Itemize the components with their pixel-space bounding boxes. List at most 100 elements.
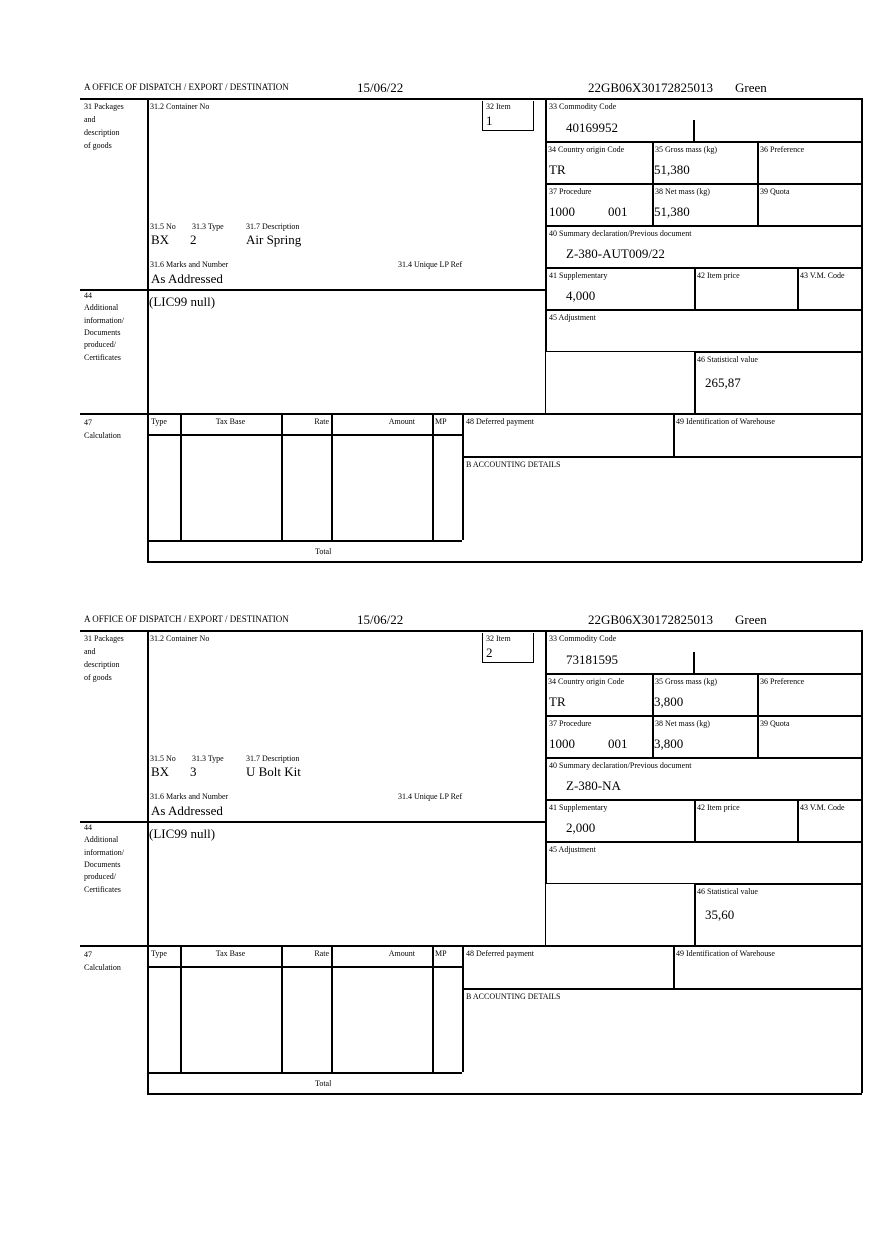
- supplementary-units: 4,000: [566, 288, 596, 303]
- status: Green: [735, 612, 767, 627]
- calculation-label: 47: [84, 950, 92, 959]
- procedure-code: 1000: [549, 204, 575, 219]
- right-panel-rule: [545, 799, 862, 801]
- status: Green: [735, 80, 767, 95]
- total-label: Total: [315, 1079, 332, 1088]
- additional-info-value: (LIC99 null): [149, 826, 216, 841]
- additional-info-label: Documents: [84, 327, 121, 337]
- summary-declaration-label: 40 Summary declaration/Previous document: [549, 229, 692, 238]
- no-label: 31.5 No: [150, 754, 176, 763]
- net-mass: 3,800: [654, 736, 684, 751]
- calc-right-rule: [462, 945, 464, 1072]
- quota-label: 39 Quota: [760, 187, 790, 196]
- calc-header-rule: [147, 966, 462, 968]
- packages-label: description: [84, 128, 120, 137]
- summary-declaration: Z-380-NA: [566, 778, 621, 793]
- right-panel-rule: [545, 225, 862, 227]
- additional-info-label: produced/: [84, 872, 116, 882]
- preference-label: 36 Preference: [760, 677, 805, 686]
- packages-label: and: [84, 647, 96, 656]
- packages-label: of goods: [84, 141, 112, 150]
- right-panel-rule: [545, 757, 862, 759]
- procedure-code: 1000: [549, 736, 575, 751]
- procedure-additional-code: 001: [608, 736, 628, 751]
- vm-code-label: 43 V.M. Code: [800, 803, 845, 812]
- commodity-divider: [693, 120, 695, 141]
- package-type: 3: [190, 764, 197, 779]
- rule-46: [694, 351, 862, 353]
- date: 15/06/22: [357, 80, 404, 95]
- country-origin: TR: [549, 694, 566, 709]
- country-origin: TR: [549, 162, 566, 177]
- rule-45-dotted: [545, 883, 694, 884]
- accounting-rule: [462, 988, 862, 990]
- goods-description: U Bolt Kit: [246, 764, 301, 779]
- deferred-payment-label: 48 Deferred payment: [466, 417, 534, 426]
- item-number: 1: [486, 113, 493, 128]
- description-label: 31.7 Description: [246, 754, 300, 763]
- unique-lp-label: 31.4 Unique LP Ref: [398, 260, 463, 269]
- procedure-label: 37 Procedure: [549, 719, 592, 728]
- commodity-code-label: 33 Commodity Code: [549, 634, 617, 643]
- net-mass-label: 38 Net mass (kg): [655, 719, 710, 728]
- summary-declaration-label: 40 Summary declaration/Previous document: [549, 761, 692, 770]
- calc-header-rule: [147, 434, 462, 436]
- packages-label: description: [84, 660, 120, 669]
- warehouse-rule: [673, 413, 675, 456]
- right-panel-rule: [545, 715, 862, 717]
- supplementary-units: 2,000: [566, 820, 596, 835]
- bottom-rule: [147, 1093, 862, 1095]
- rule-46: [694, 883, 862, 885]
- gross-mass-label: 35 Gross mass (kg): [655, 145, 717, 154]
- middle-dotted-rule: [545, 351, 546, 413]
- calc-column-rule: [180, 413, 182, 540]
- top-rule: [80, 98, 862, 100]
- left-frame-rule: [147, 98, 149, 561]
- middle-dotted-rule: [545, 883, 546, 945]
- reference-number: 22GB06X30172825013: [588, 612, 713, 627]
- right-panel-rule: [545, 183, 862, 185]
- commodity-code: 40169952: [566, 120, 618, 135]
- calc-column-header: Tax Base: [215, 949, 246, 958]
- declaration-form-item-1: A OFFICE OF DISPATCH / EXPORT / DESTINAT…: [0, 80, 882, 563]
- calc-column-header: Type: [151, 417, 167, 426]
- right-frame-rule: [861, 630, 863, 1093]
- no-label: 31.5 No: [150, 222, 176, 231]
- packages-label: 31 Packages: [84, 634, 124, 643]
- right-frame-rule: [861, 98, 863, 561]
- additional-info-label: information/: [84, 847, 124, 857]
- right-panel-rule: [545, 309, 862, 311]
- rule-46-left: [694, 883, 696, 945]
- right-panel-rule: [545, 267, 862, 269]
- type-label: 31.3 Type: [192, 222, 224, 231]
- packages-label: 31 Packages: [84, 102, 124, 111]
- quota-label: 39 Quota: [760, 719, 790, 728]
- rule-42: [694, 799, 696, 841]
- rule-35: [652, 141, 654, 225]
- commodity-code: 73181595: [566, 652, 618, 667]
- warehouse-label: 49 Identification of Warehouse: [676, 949, 775, 958]
- declaration-form-item-2: A OFFICE OF DISPATCH / EXPORT / DESTINAT…: [0, 612, 882, 1095]
- packages-label: of goods: [84, 673, 112, 682]
- calc-right-rule: [462, 413, 464, 540]
- calc-column-rule: [281, 945, 283, 1072]
- adjustment-label: 45 Adjustment: [549, 845, 596, 854]
- marks-value: As Addressed: [151, 271, 223, 286]
- adjustment-label: 45 Adjustment: [549, 313, 596, 322]
- container-no-label: 31.2 Container No: [150, 102, 210, 111]
- warehouse-label: 49 Identification of Warehouse: [676, 417, 775, 426]
- rule-42: [694, 267, 696, 309]
- additional-info-label: Additional: [84, 303, 119, 313]
- calculation-label: 47: [84, 418, 92, 427]
- rule-47: [80, 413, 862, 415]
- calc-column-rule: [432, 413, 434, 540]
- summary-declaration: Z-380-AUT009/22: [566, 246, 665, 261]
- calc-column-header: Amount: [388, 417, 415, 426]
- rule-45-dotted: [545, 351, 694, 352]
- accounting-rule: [462, 456, 862, 458]
- calc-column-rule: [331, 945, 333, 1072]
- type-label: 31.3 Type: [192, 754, 224, 763]
- item-price-label: 42 Item price: [697, 271, 740, 280]
- gross-mass: 3,800: [654, 694, 684, 709]
- rule-36: [757, 141, 759, 225]
